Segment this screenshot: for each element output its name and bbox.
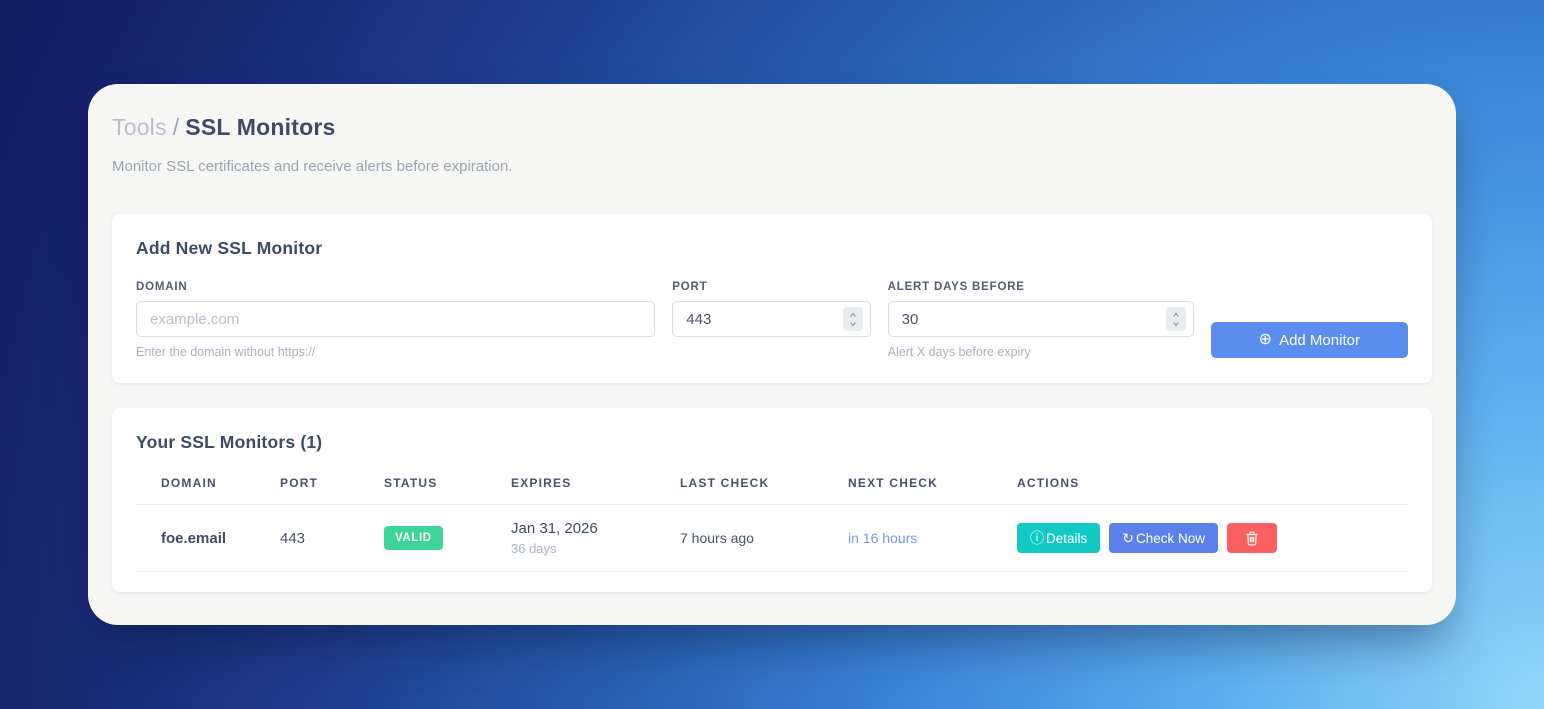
table-row: foe.email 443 VALID Jan 31, 2026 36 days…: [136, 504, 1408, 572]
details-button-label: Details: [1046, 530, 1088, 546]
next-check-value: in 16 hours: [848, 504, 1017, 572]
column-header-next-check: NEXT CHECK: [848, 472, 1017, 505]
check-now-button-label: Check Now: [1136, 530, 1206, 546]
last-check-value: 7 hours ago: [680, 504, 848, 572]
column-header-actions: ACTIONS: [1017, 472, 1408, 505]
column-header-last-check: LAST CHECK: [680, 472, 848, 505]
status-badge: VALID: [384, 526, 443, 550]
add-panel-title: Add New SSL Monitor: [136, 238, 323, 258]
port-label: PORT: [672, 281, 708, 293]
monitor-port: 443: [280, 504, 384, 572]
monitors-panel-title: Your SSL Monitors (1): [136, 432, 323, 452]
refresh-icon: ↻: [1122, 530, 1134, 546]
row-actions: ⓘ Details ↻ Check Now: [1017, 523, 1408, 553]
breadcrumb-separator: /: [172, 114, 180, 140]
alert-days-stepper[interactable]: [1165, 307, 1186, 331]
column-header-status: STATUS: [384, 472, 511, 505]
add-monitor-panel: Add New SSL Monitor DOMAIN Enter the dom…: [112, 214, 1432, 383]
plus-circle-icon: ⊕: [1258, 331, 1273, 348]
port-stepper[interactable]: [842, 307, 863, 331]
column-header-domain: DOMAIN: [136, 472, 280, 505]
add-monitor-form: DOMAIN Enter the domain without https://…: [136, 281, 1408, 359]
column-header-expires: EXPIRES: [511, 472, 680, 505]
expires-days-remaining: 36 days: [511, 541, 557, 556]
check-now-button[interactable]: ↻ Check Now: [1109, 523, 1219, 553]
monitors-table: DOMAIN PORT STATUS EXPIRES LAST CHECK NE…: [136, 472, 1408, 572]
domain-input[interactable]: [136, 301, 656, 337]
main-card: Tools / SSL Monitors Monitor SSL certifica…: [88, 84, 1456, 625]
chevron-down-icon: [1172, 321, 1179, 327]
column-header-port: PORT: [280, 472, 384, 505]
alert-days-field-group: ALERT DAYS BEFORE Alert X days before ex…: [887, 281, 1194, 359]
port-field-group: PORT: [672, 281, 871, 337]
chevron-up-icon: [1172, 311, 1179, 317]
chevron-down-icon: [849, 321, 856, 327]
details-button[interactable]: ⓘ Details: [1017, 523, 1101, 553]
breadcrumb: Tools / SSL Monitors: [112, 114, 1432, 141]
table-header-row: DOMAIN PORT STATUS EXPIRES LAST CHECK NE…: [136, 472, 1408, 505]
expires-date: Jan 31, 2026: [511, 520, 598, 537]
info-circle-icon: ⓘ: [1030, 530, 1044, 546]
breadcrumb-tools[interactable]: Tools: [112, 114, 167, 140]
domain-field-group: DOMAIN Enter the domain without https://: [136, 281, 656, 359]
page-subtitle: Monitor SSL certificates and receive ale…: [112, 158, 513, 175]
alert-days-helper-text: Alert X days before expiry: [887, 345, 1031, 359]
add-monitor-button-label: Add Monitor: [1279, 331, 1360, 349]
monitor-domain: foe.email: [136, 504, 280, 572]
monitors-panel: Your SSL Monitors (1) DOMAIN PORT STATUS…: [112, 408, 1432, 592]
trash-icon: [1246, 531, 1258, 545]
alert-days-label: ALERT DAYS BEFORE: [887, 281, 1025, 293]
delete-button[interactable]: [1227, 523, 1278, 553]
page-title: SSL Monitors: [185, 114, 336, 140]
domain-helper-text: Enter the domain without https://: [136, 345, 316, 359]
add-monitor-button[interactable]: ⊕ Add Monitor: [1210, 322, 1408, 358]
port-input[interactable]: [672, 301, 871, 337]
domain-label: DOMAIN: [136, 281, 188, 293]
chevron-up-icon: [849, 311, 856, 317]
alert-days-input[interactable]: [887, 301, 1194, 337]
